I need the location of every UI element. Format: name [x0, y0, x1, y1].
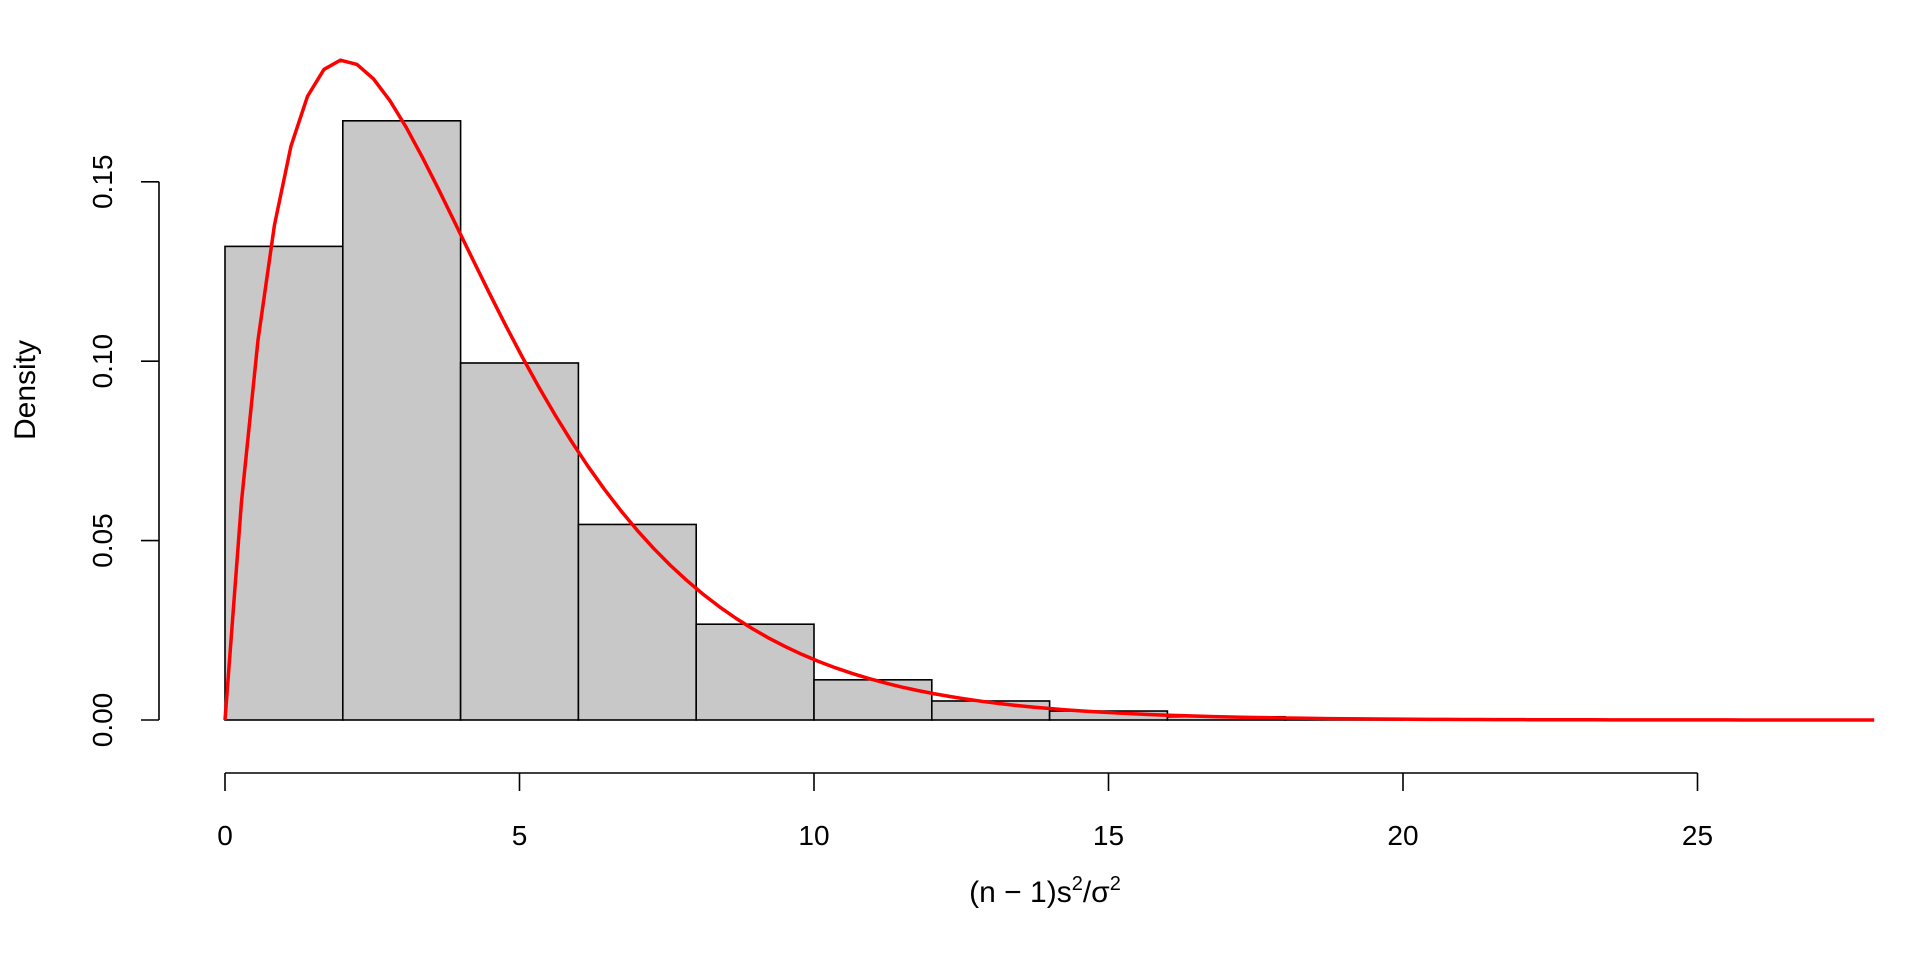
x-tick-label-1: 5: [512, 820, 528, 851]
y-tick-label-2: 0.10: [87, 334, 118, 389]
histogram-bar-4: [695, 623, 815, 721]
x-tick-label-0: 0: [217, 820, 233, 851]
density-curve: [223, 58, 1875, 722]
x-tick-label-2: 10: [798, 820, 829, 851]
x-axis-title: (n − 1)s2/σ2: [969, 873, 1121, 909]
x-axis-title-main: (n − 1)s: [969, 876, 1072, 909]
x-axis-ticks: 0 5 10 15 20 25: [217, 773, 1713, 851]
histogram-bars: [224, 120, 1404, 721]
x-axis-title-sup2: 2: [1110, 873, 1121, 895]
histogram-bar-3: [577, 523, 698, 721]
y-axis-title: Density: [9, 340, 42, 440]
y-tick-label-1: 0.05: [87, 513, 118, 568]
y-tick-label-0: 0.00: [87, 693, 118, 748]
y-axis-ticks: 0.00 0.05 0.10 0.15: [87, 155, 159, 748]
histogram-bar-5: [813, 679, 933, 721]
x-tick-label-5: 25: [1682, 820, 1713, 851]
histogram-bar-1: [341, 120, 462, 721]
histogram-bar-2: [459, 362, 580, 721]
x-axis-title-mid: /σ: [1083, 876, 1110, 909]
x-tick-label-3: 15: [1093, 820, 1124, 851]
x-axis-title-sup1: 2: [1072, 873, 1083, 895]
x-tick-label-4: 20: [1387, 820, 1418, 851]
y-tick-label-3: 0.15: [87, 155, 118, 210]
